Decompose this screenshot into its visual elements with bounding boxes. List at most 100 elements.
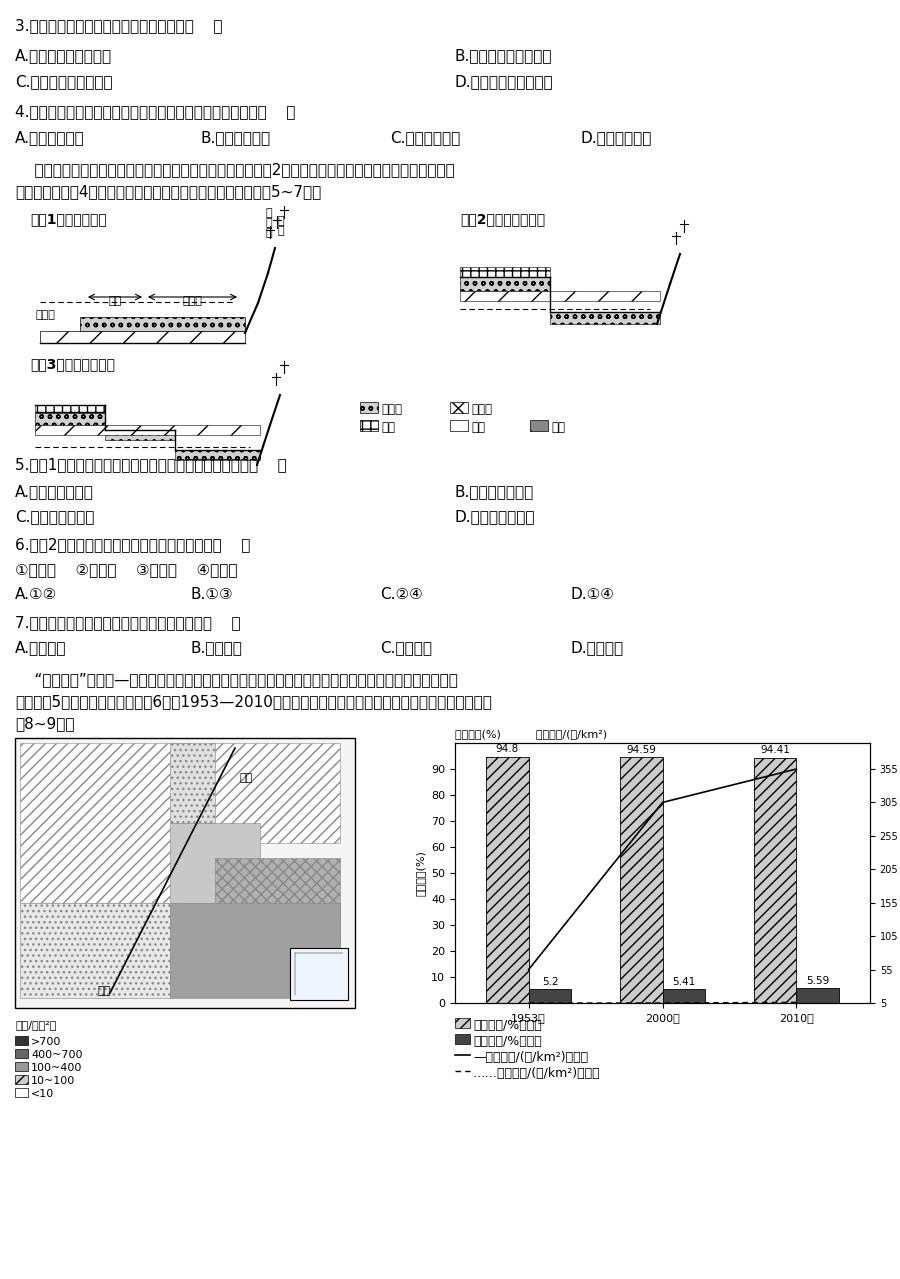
Text: B.河谷变长: B.河谷变长 [190,640,242,655]
Text: 10~100: 10~100 [31,1076,76,1086]
Bar [753,757,796,1003]
Text: ①冲积物    ②风积物    ③冰碛物    ④洪积物: ①冲积物 ②风积物 ③冰碛物 ④洪积物 [15,561,238,577]
Text: （人/千米²）: （人/千米²） [15,1019,57,1030]
Text: 洪水位: 洪水位 [35,310,55,320]
Text: D.围绕交通枢纽较便利: D.围绕交通枢纽较便利 [455,74,554,90]
Bar [15,1062,28,1071]
Text: 洪流: 洪流 [551,421,565,434]
Text: D.政策大力支持: D.政策大力支持 [580,130,652,145]
Text: 100~400: 100~400 [31,1063,83,1073]
Text: C.河流搬运能力弱: C.河流搬运能力弱 [15,509,94,524]
Text: A.经济实力增强: A.经济实力增强 [15,130,85,145]
Text: >700: >700 [31,1037,61,1048]
Text: 洪积层: 洪积层 [471,403,492,416]
Text: A.上游气候较湿润: A.上游气候较湿润 [15,483,94,499]
Bar [35,413,105,425]
Text: 5.阶段1的冲积层能够形成砾石层，反映当时的自然环境（    ）: 5.阶段1的冲积层能够形成砾石层，反映当时的自然环境（ ） [15,457,287,472]
Text: 冲积层: 冲积层 [381,403,402,416]
Text: 谷: 谷 [277,216,284,226]
Text: 阶段3：阶地形成后期: 阶段3：阶地形成后期 [30,357,115,371]
Text: 兰州黄河段阶地位于黄土高原向青藏高原的过渡带，在阶段2阶地剖面地层中发育有水平层理，分选差的: 兰州黄河段阶地位于黄土高原向青藏高原的过渡带，在阶段2阶地剖面地层中发育有水平层… [15,162,454,177]
Text: 5.41: 5.41 [672,977,696,987]
Text: 黑河: 黑河 [240,773,253,783]
Bar [662,989,706,1003]
Bar [530,420,548,431]
Text: 人口比例(%)          人口密度/(人/km²): 人口比例(%) 人口密度/(人/km²) [455,729,608,739]
Bar [486,756,528,1003]
Text: 400~700: 400~700 [31,1050,83,1060]
Bar [15,1049,28,1058]
Bar [15,1088,28,1097]
Text: B.降水季节变化大: B.降水季节变化大 [455,483,535,499]
Bar [450,402,468,413]
Text: C.市场主体变化: C.市场主体变化 [390,130,460,145]
Text: D.河谷变深: D.河谷变深 [570,640,623,655]
Bar [620,757,662,1003]
Text: 黄土: 黄土 [381,421,395,434]
Text: A.河道变多: A.河道变多 [15,640,67,655]
Text: 河漫滩: 河漫滩 [182,295,202,306]
Bar [15,738,355,1008]
Bar [360,402,378,413]
Text: 坡: 坡 [277,226,284,237]
Text: 成8~9题。: 成8~9题。 [15,716,75,732]
Bar [20,743,190,903]
Bar [170,822,260,903]
Text: B.①③: B.①③ [190,587,232,602]
Text: 结果。图5为我国人口分布图，图6为从1953—2010年我国人口分界线两侧人口分布格局的变化图。据此完: 结果。图5为我国人口分布图，图6为从1953—2010年我国人口分界线两侧人口分… [15,694,492,709]
Text: ……人口密度/(人/km²)西北部: ……人口密度/(人/km²)西北部 [473,1067,600,1079]
Bar [460,278,550,292]
Bar [290,948,348,1000]
Text: 基岩: 基岩 [471,421,485,434]
Text: “胡焕庸线”（黑河—腾冲线）是我国重要的人口分界线，其形成是自然环境和人类活动长期相互作用的: “胡焕庸线”（黑河—腾冲线）是我国重要的人口分界线，其形成是自然环境和人类活动长… [15,671,458,687]
Text: 5.2: 5.2 [542,977,558,987]
Bar [170,743,215,822]
Text: C.河谷变宽: C.河谷变宽 [380,640,432,655]
Bar [215,858,340,987]
Y-axis label: 人口比例(%): 人口比例(%) [416,851,426,895]
Bar [20,903,170,998]
Bar [528,990,572,1003]
Text: 阶段1：阶地形成前: 阶段1：阶地形成前 [30,212,107,226]
Text: 94.8: 94.8 [496,744,518,755]
Bar [460,292,660,301]
Text: <10: <10 [31,1088,54,1099]
Bar [35,405,105,413]
Text: 人口比例/%西北部: 人口比例/%西北部 [473,1035,542,1048]
Bar [80,317,245,331]
Text: B.集中可发挥规模优势: B.集中可发挥规模优势 [455,49,553,63]
Text: 阶段2：阶地形成早期: 阶段2：阶地形成早期 [460,212,545,226]
Bar [360,420,378,431]
Bar [40,331,245,343]
Bar [455,1018,470,1028]
Bar [210,743,340,843]
Text: 河床: 河床 [108,295,122,306]
Text: 94.59: 94.59 [626,744,656,755]
Text: A.①②: A.①② [15,587,58,602]
Text: 人口比例/%东南部: 人口比例/%东南部 [473,1019,542,1032]
Bar [175,450,260,460]
Text: D.①④: D.①④ [570,587,614,602]
Text: A.消费者集中在老城区: A.消费者集中在老城区 [15,49,112,63]
Text: 一层砂土层。图4为阶地剖面地层的堆积过程示意图。据此完成5~7题。: 一层砂土层。图4为阶地剖面地层的堆积过程示意图。据此完成5~7题。 [15,184,321,200]
Bar [15,1036,28,1045]
Text: C.西湖周边生态环境好: C.西湖周边生态环境好 [15,74,112,90]
Text: 94.41: 94.41 [760,746,790,756]
Text: C.②④: C.②④ [380,587,423,602]
Bar [796,989,839,1003]
Text: 分: 分 [265,208,272,217]
Text: 4.有效促进杭州市金融服务业业态形式多样化的主要条件是（    ）: 4.有效促进杭州市金融服务业业态形式多样化的主要条件是（ ） [15,104,295,119]
Text: 7.推测因阶地演化导致河谷出现的显著变化是（    ）: 7.推测因阶地演化导致河谷出现的显著变化是（ ） [15,615,240,631]
Bar [450,420,468,431]
Text: 腾冲: 腾冲 [97,986,110,996]
Text: 水: 水 [265,217,272,228]
Bar [170,903,340,998]
Bar [460,267,550,278]
Bar [550,312,660,324]
Text: 5.59: 5.59 [806,976,830,986]
Bar [105,430,175,440]
Text: 6.阶段2中砂土层水平层理、分选差，可能掺杂（    ）: 6.阶段2中砂土层水平层理、分选差，可能掺杂（ ） [15,537,250,553]
Bar [455,1033,470,1044]
Bar [35,425,260,435]
Text: D.该地地势起伏大: D.该地地势起伏大 [455,509,536,524]
